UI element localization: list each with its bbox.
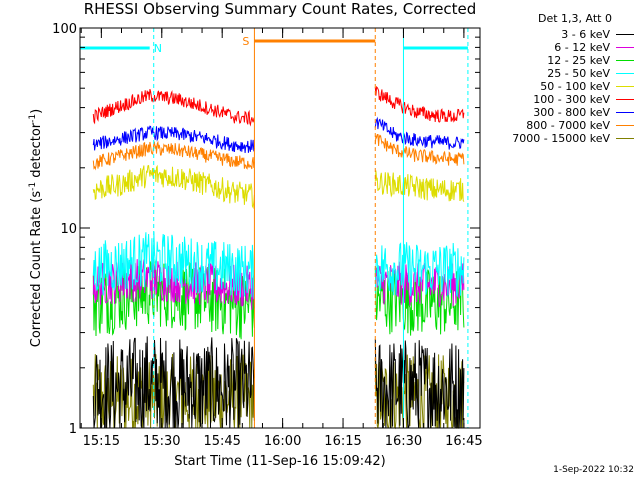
legend-swatch — [616, 125, 634, 126]
series-line — [92, 231, 255, 299]
series-line — [92, 164, 255, 210]
series-line — [374, 85, 465, 123]
y-axis: 1 10 100 — [52, 22, 480, 437]
legend-item-label: 12 - 25 keV — [547, 54, 610, 67]
series-line — [92, 336, 255, 429]
x-tick-label: 16:15 — [324, 434, 361, 449]
legend-item-label: 6 - 12 keV — [554, 41, 610, 54]
data-traces — [92, 85, 465, 430]
x-tick-label: 15:30 — [143, 434, 180, 449]
chart-title: RHESSI Observing Summary Count Rates, Co… — [83, 0, 477, 18]
series-line — [92, 89, 255, 127]
series-trace — [92, 85, 465, 127]
legend-item-label: 3 - 6 keV — [561, 28, 610, 41]
x-tick-label: 16:00 — [264, 434, 301, 449]
legend-swatch — [616, 60, 634, 61]
legend-swatch — [616, 138, 634, 139]
series-trace — [92, 116, 465, 153]
legend-item-label: 100 - 300 keV — [533, 93, 610, 106]
legend-item: 3 - 6 keV — [480, 28, 640, 41]
series-trace — [92, 164, 465, 210]
legend-swatch — [616, 86, 634, 87]
y-axis-label: Corrected Count Rate (s-1 detector-1) — [27, 108, 45, 348]
legend-swatch — [616, 112, 634, 113]
legend-item: 6 - 12 keV — [480, 41, 640, 54]
series-trace — [92, 134, 465, 171]
plot-datestamp: 1-Sep-2022 10:32 — [553, 465, 634, 475]
series-trace — [92, 336, 465, 429]
night_bar-label: N — [154, 42, 162, 55]
x-tick-label: 16:45 — [445, 434, 482, 449]
x-tick-label: 15:45 — [203, 434, 240, 449]
y-tick-label: 100 — [52, 22, 77, 37]
legend-item-label: 800 - 7000 keV — [526, 119, 610, 132]
legend-swatch — [616, 47, 634, 48]
series-line — [374, 261, 465, 308]
legend-item-label: 25 - 50 keV — [547, 67, 610, 80]
legend-item-label: 7000 - 15000 keV — [512, 132, 610, 145]
legend-item: 800 - 7000 keV — [480, 119, 640, 132]
x-axis: 15:15 15:30 15:45 16:00 16:15 16:30 16:45 — [80, 28, 483, 449]
legend-item: 100 - 300 keV — [480, 93, 640, 106]
legend-item: 7000 - 15000 keV — [480, 132, 640, 145]
series-trace — [92, 231, 465, 299]
saa_bar-label: S — [242, 35, 249, 48]
x-axis-label: Start Time (11-Sep-16 15:09:42) — [174, 454, 386, 469]
legend-item: 12 - 25 keV — [480, 54, 640, 67]
series-line — [92, 125, 255, 153]
y-tick-label: 1 — [69, 422, 77, 437]
legend-item: 25 - 50 keV — [480, 67, 640, 80]
series-line — [374, 134, 465, 166]
legend-item-label: 300 - 800 keV — [533, 106, 610, 119]
x-tick-label: 16:30 — [385, 434, 422, 449]
legend-header: Det 1,3, Att 0 — [538, 12, 612, 25]
legend-item: 50 - 100 keV — [480, 80, 640, 93]
legend: Det 1,3, Att 0 3 - 6 keV 6 - 12 keV 12 -… — [480, 10, 640, 145]
series-line — [374, 339, 465, 429]
series-line — [92, 140, 255, 171]
legend-item: 300 - 800 keV — [480, 106, 640, 119]
annotation-bars: NS — [80, 35, 468, 55]
series-line — [374, 116, 465, 150]
series-line — [374, 170, 465, 202]
legend-swatch — [616, 73, 634, 74]
legend-item-label: 50 - 100 keV — [540, 80, 610, 93]
x-tick-label: 15:15 — [83, 434, 120, 449]
legend-swatch — [616, 34, 634, 35]
series-line — [374, 242, 465, 298]
legend-swatch — [616, 99, 634, 100]
y-tick-label: 10 — [60, 222, 77, 237]
